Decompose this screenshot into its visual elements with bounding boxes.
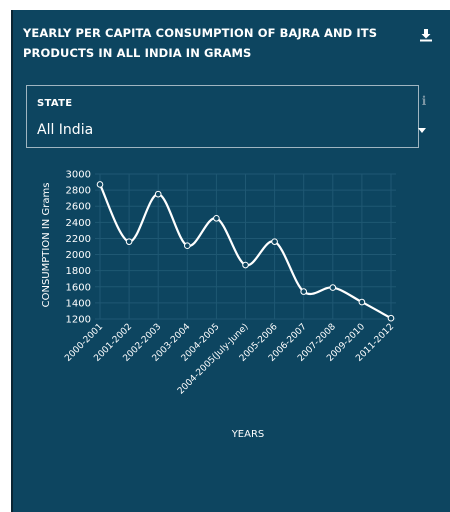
data-point [387, 314, 395, 322]
data-point [213, 215, 220, 222]
data-point [300, 288, 308, 295]
download-icon[interactable] [419, 28, 433, 42]
info-icon[interactable]: i [421, 94, 427, 108]
caret-down-icon [418, 128, 426, 133]
y-tick-label: 2400 [66, 218, 91, 229]
chart-grid [95, 173, 396, 320]
x-axis-ticks: 2000-20012001-20022002-20032003-20042004… [63, 322, 396, 397]
y-tick-label: 1800 [66, 266, 91, 277]
chart-title: YEARLY PER CAPITA CONSUMPTION OF BAJRA A… [23, 23, 403, 63]
state-label: STATE [37, 98, 73, 109]
y-tick-label: 1200 [66, 315, 91, 326]
y-tick-label: 1600 [66, 282, 91, 293]
y-tick-label: 1400 [66, 298, 91, 309]
data-point [358, 298, 366, 306]
data-point [329, 284, 337, 291]
y-axis-ticks: 1200 1400 1600 1800 2000 2200 2400 2600 2800 3000 [66, 170, 91, 326]
x-axis-label: YEARS [231, 429, 265, 440]
y-tick-label: 3000 [66, 170, 91, 181]
chart-title-line1: YEARLY PER CAPITA CONSUMPTION OF BAJRA A… [23, 26, 378, 40]
data-points [96, 181, 395, 322]
y-axis-label: CONSUMPTION IN Grams [41, 183, 52, 308]
data-point [96, 181, 104, 188]
data-point [125, 238, 133, 245]
data-point [154, 190, 162, 198]
state-value: All India [37, 122, 94, 138]
data-point [242, 261, 249, 269]
state-select[interactable]: STATE i All India [26, 85, 426, 148]
chart-title-line2: PRODUCTS IN ALL INDIA IN GRAMS [23, 46, 252, 60]
y-tick-label: 2200 [66, 234, 91, 245]
data-point [184, 242, 191, 249]
y-tick-label: 2000 [66, 250, 91, 261]
y-tick-label: 2800 [66, 186, 91, 197]
y-tick-label: 2600 [66, 202, 91, 213]
data-point [271, 238, 278, 245]
chart-panel [11, 10, 450, 512]
